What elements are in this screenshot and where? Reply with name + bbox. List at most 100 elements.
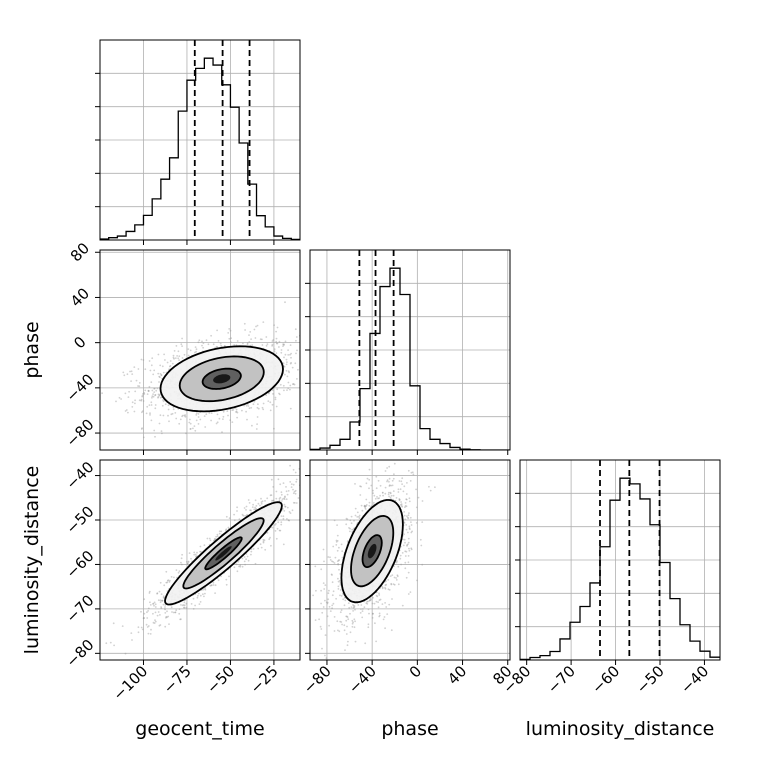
- scatter-point: [400, 504, 403, 507]
- scatter-point: [199, 418, 202, 421]
- scatter-point: [273, 427, 275, 430]
- scatter-point: [178, 612, 181, 615]
- scatter-point: [352, 610, 354, 612]
- scatter-point: [417, 496, 420, 499]
- scatter-point: [335, 539, 338, 542]
- scatter-point: [381, 492, 384, 494]
- scatter-point: [121, 625, 124, 627]
- scatter-point: [353, 519, 355, 522]
- scatter-point: [386, 479, 389, 482]
- scatter-point: [370, 598, 372, 601]
- scatter-point: [124, 410, 127, 412]
- scatter-point: [164, 625, 167, 628]
- scatter-point: [199, 601, 202, 603]
- scatter-point: [245, 410, 248, 413]
- scatter-point: [162, 595, 165, 598]
- scatter-point: [407, 541, 410, 544]
- scatter-point: [254, 506, 256, 509]
- histogram-step-line: [310, 267, 510, 450]
- scatter-point: [166, 616, 169, 619]
- scatter-point: [199, 545, 202, 548]
- scatter-point: [278, 393, 281, 396]
- scatter-point: [243, 322, 246, 325]
- scatter-point: [171, 362, 174, 365]
- scatter-point: [193, 551, 196, 554]
- scatter-point: [118, 396, 121, 399]
- scatter-point: [335, 597, 337, 600]
- scatter-point: [272, 339, 275, 341]
- scatter-point: [140, 428, 143, 430]
- scatter-point: [201, 344, 203, 347]
- scatter-point: [354, 640, 357, 643]
- scatter-point: [275, 337, 278, 340]
- scatter-point: [172, 611, 175, 614]
- scatter-point: [361, 509, 364, 512]
- scatter-point: [141, 427, 144, 429]
- scatter-point: [243, 560, 246, 563]
- scatter-point: [246, 513, 249, 516]
- scatter-point: [101, 392, 103, 395]
- scatter-point: [152, 395, 155, 398]
- scatter-point: [162, 603, 165, 606]
- scatter-point: [159, 396, 162, 399]
- scatter-point: [361, 616, 364, 619]
- scatter-point: [368, 468, 371, 471]
- scatter-point: [384, 627, 386, 630]
- scatter-point: [153, 387, 156, 390]
- scatter-point: [244, 563, 247, 566]
- scatter-point: [368, 487, 370, 490]
- scatter-point: [404, 502, 407, 504]
- scatter-point: [150, 381, 153, 384]
- scatter-point: [192, 608, 195, 610]
- scatter-point: [346, 540, 349, 543]
- scatter-point: [268, 538, 271, 541]
- scatter-point: [163, 584, 166, 587]
- scatter-point: [167, 404, 170, 407]
- scatter-point: [295, 336, 298, 338]
- scatter-point: [271, 389, 274, 391]
- scatter-point: [151, 389, 154, 392]
- scatter-point: [253, 328, 256, 331]
- scatter-point: [202, 588, 205, 591]
- scatter-point: [288, 371, 290, 374]
- scatter-point: [336, 620, 339, 623]
- scatter-point: [204, 426, 207, 428]
- scatter-point: [167, 414, 169, 417]
- scatter-point: [320, 602, 322, 605]
- scatter-point: [371, 602, 374, 605]
- scatter-point: [284, 353, 287, 356]
- scatter-point: [200, 551, 202, 553]
- scatter-point: [399, 557, 402, 560]
- scatter-point: [228, 575, 230, 578]
- scatter-point: [271, 499, 273, 502]
- scatter-point: [282, 508, 284, 510]
- scatter-point: [281, 498, 284, 500]
- scatter-point: [278, 346, 280, 348]
- scatter-point: [163, 353, 166, 356]
- scatter-point: [178, 570, 181, 573]
- scatter-point: [154, 603, 157, 606]
- scatter-point: [387, 579, 390, 581]
- scatter-point: [172, 354, 175, 357]
- scatter-point: [377, 497, 379, 500]
- scatter-point: [340, 609, 343, 611]
- scatter-point: [358, 517, 361, 520]
- scatter-point: [123, 374, 126, 377]
- scatter-point: [168, 623, 170, 625]
- scatter-point: [248, 502, 251, 504]
- scatter-point: [149, 369, 152, 372]
- scatter-point: [153, 601, 156, 604]
- scatter-point: [246, 418, 248, 421]
- scatter-point: [164, 403, 167, 406]
- scatter-point: [283, 344, 285, 346]
- scatter-point: [346, 616, 349, 618]
- scatter-point: [354, 514, 357, 517]
- scatter-point: [292, 383, 295, 385]
- scatter-point: [328, 589, 330, 592]
- panel-geocent_time-vs-phase: [95, 249, 301, 455]
- scatter-point: [259, 504, 261, 507]
- scatter-point: [236, 570, 239, 573]
- scatter-point: [277, 521, 280, 524]
- scatter-point: [332, 590, 335, 593]
- scatter-point: [212, 343, 215, 346]
